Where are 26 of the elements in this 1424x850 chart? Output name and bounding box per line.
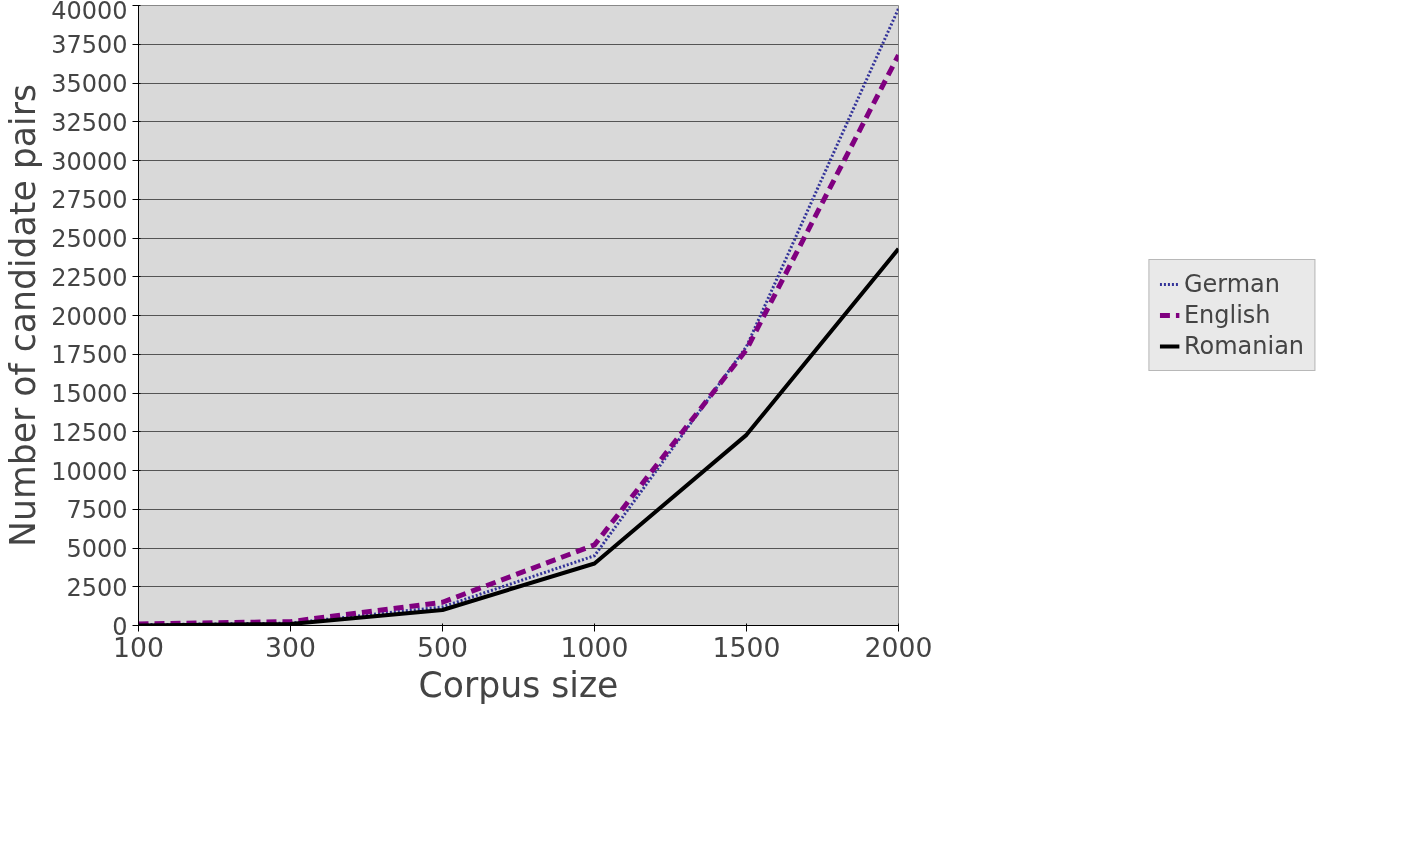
legend-label: English (1183, 301, 1271, 329)
y-tick-label: 32500 (51, 108, 128, 137)
y-tick-label: 27500 (51, 186, 128, 215)
legend-label: Romanian (1183, 332, 1305, 360)
y-tick-label: 22500 (51, 263, 128, 292)
y-tick-label: 37500 (51, 31, 128, 60)
x-tick-label: 500 (417, 631, 468, 663)
y-tick-label: 20000 (51, 302, 128, 331)
y-tick-label: 25000 (51, 225, 128, 253)
y-tick-label: 2500 (66, 573, 128, 602)
y-tick-label: 35000 (51, 70, 128, 98)
y-tick-label: 5000 (66, 535, 128, 563)
legend-label: German (1183, 270, 1281, 298)
x-tick-label: 2000 (864, 631, 933, 663)
x-tick-label: 1000 (560, 631, 629, 663)
y-tick-label: 40000 (51, 0, 128, 25)
x-tick-label: 300 (265, 631, 316, 663)
y-tick-label: 12500 (51, 418, 128, 447)
y-tick-label: 7500 (66, 496, 128, 525)
x-tick-label: 1500 (712, 631, 781, 663)
y-axis-title: Number of candidate pairs (3, 84, 44, 547)
x-axis-title: Corpus size (418, 664, 619, 705)
y-tick-label: 15000 (51, 380, 128, 408)
y-tick-label: 10000 (51, 457, 128, 486)
y-tick-label: 17500 (51, 341, 128, 370)
y-tick-label: 30000 (51, 147, 128, 176)
